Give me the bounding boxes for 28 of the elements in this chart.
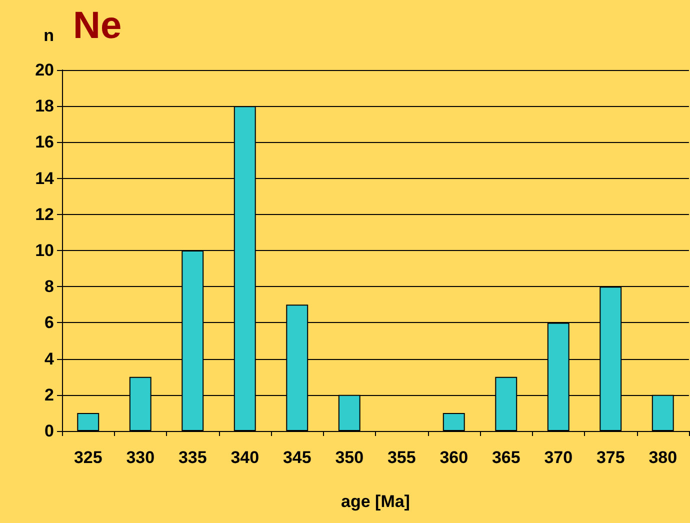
x-tick-label: 370 (544, 448, 573, 467)
x-tick-label: 335 (178, 448, 207, 467)
x-tick-label: 325 (74, 448, 102, 467)
y-tick-label: 2 (44, 385, 54, 404)
x-tick-label: 330 (126, 448, 155, 467)
x-tick-label: 365 (492, 448, 520, 467)
x-tick-label: 375 (596, 448, 625, 467)
y-tick-label: 4 (44, 349, 55, 368)
x-tick-label: 360 (440, 448, 468, 467)
y-tick-label: 0 (44, 422, 54, 440)
bar (77, 412, 100, 431)
y-axis-title: n (44, 26, 54, 45)
y-tick-label: 20 (35, 60, 54, 80)
x-tick-label: 340 (230, 448, 260, 467)
y-tick-label: 14 (35, 168, 55, 188)
y-tick-label: 16 (35, 132, 54, 152)
chart-title: Ne (73, 5, 122, 47)
x-tick-label: 380 (648, 448, 678, 467)
x-tick-label: 345 (282, 448, 312, 467)
y-tick-label: 10 (35, 241, 54, 260)
y-tick-label: 18 (35, 96, 54, 116)
y-tick-label: 8 (44, 277, 54, 296)
y-tick-label: 12 (35, 204, 54, 224)
x-axis-title: age [Ma] (341, 492, 410, 511)
bar (442, 412, 465, 431)
x-tick-label: 350 (335, 448, 364, 467)
x-tick-label: 355 (387, 448, 416, 467)
y-tick-label: 6 (44, 313, 54, 332)
